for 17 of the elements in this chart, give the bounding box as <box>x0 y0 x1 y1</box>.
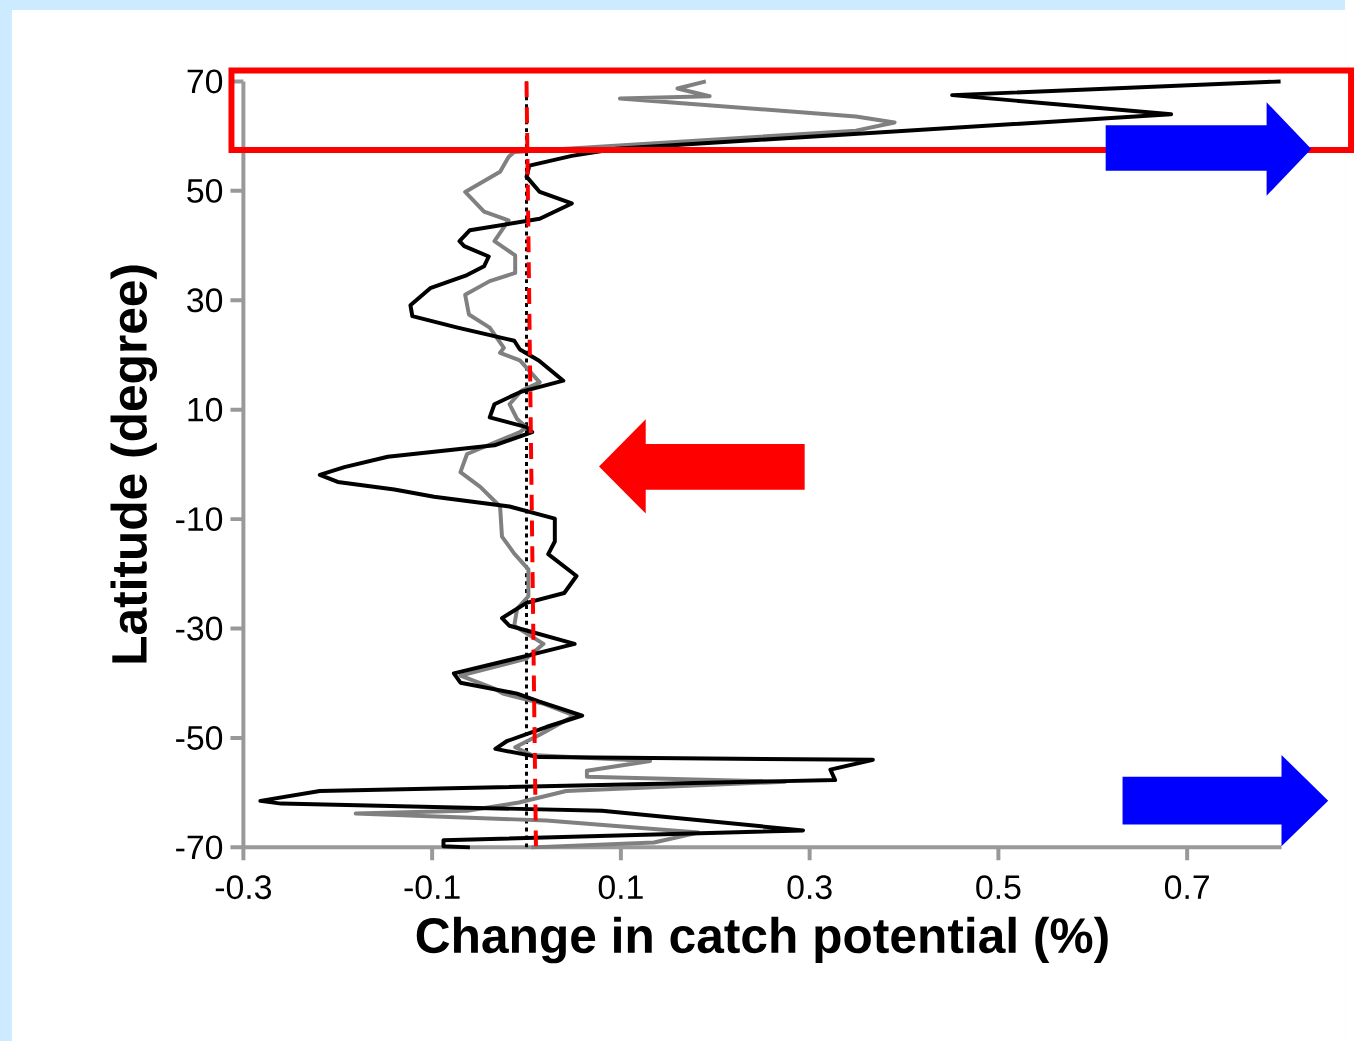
x-tick-label: 0.7 <box>1164 875 1209 900</box>
y-axis-title: Latitude (degree) <box>110 265 158 663</box>
y-tick-label: -50 <box>176 725 223 750</box>
x-tick-label: -0.1 <box>404 875 460 900</box>
x-tick-label: 0.5 <box>976 875 1021 900</box>
y-tick-label: 30 <box>187 288 223 313</box>
y-tick-label: -70 <box>176 835 223 860</box>
y-tick-label: 10 <box>188 397 223 422</box>
y-tick-label: 70 <box>187 69 223 94</box>
x-axis-title: Change in catch potential (%) <box>416 916 1108 964</box>
x-tick-label: 0.1 <box>598 875 643 900</box>
line-series <box>258 79 1283 850</box>
y-tick-label: -10 <box>176 507 223 532</box>
y-tick-label: 50 <box>187 178 223 203</box>
x-tick-label: 0.3 <box>787 875 832 900</box>
x-tick-label: -0.3 <box>215 875 271 900</box>
y-tick-label: -30 <box>176 616 223 641</box>
